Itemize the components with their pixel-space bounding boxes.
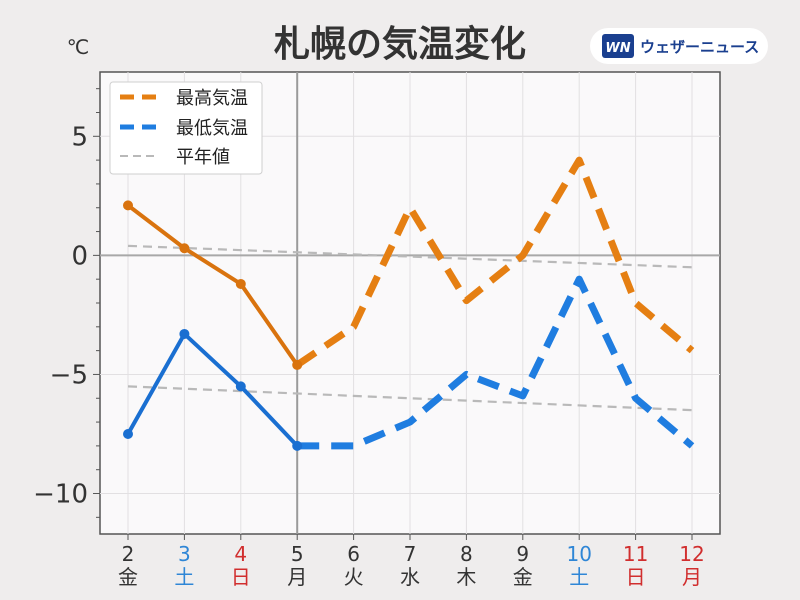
x-tick-day-label: 12 bbox=[679, 542, 704, 566]
series-low-point bbox=[123, 428, 133, 439]
series-low-forecast-line bbox=[297, 275, 695, 450]
x-tick-weekday-label: 火 bbox=[344, 565, 364, 589]
x-tick-weekday-label: 木 bbox=[456, 565, 476, 589]
chart-title: 札幌の気温変化 bbox=[274, 23, 526, 65]
y-axis-ticks: 5 0 −5 −10 bbox=[33, 88, 100, 518]
y-tick-label: −5 bbox=[50, 360, 88, 390]
series-high-point bbox=[123, 200, 133, 211]
series-high-forecast-line bbox=[295, 156, 695, 368]
x-tick-weekday-label: 月 bbox=[287, 565, 307, 589]
x-tick-day-label: 7 bbox=[404, 542, 417, 566]
y-tick-label: 5 bbox=[71, 122, 88, 152]
x-tick-day-label: 5 bbox=[291, 542, 304, 566]
y-axis-unit: ℃ bbox=[67, 35, 89, 59]
series-low-point bbox=[292, 440, 303, 451]
x-tick-weekday-label: 金 bbox=[513, 565, 533, 589]
series-low-point bbox=[235, 381, 246, 392]
normal-high-line bbox=[127, 244, 693, 269]
series-high-point bbox=[179, 243, 190, 254]
x-tick-weekday-label: 土 bbox=[174, 565, 194, 589]
y-tick-label: 0 bbox=[71, 241, 88, 271]
x-tick-day-label: 2 bbox=[122, 542, 135, 566]
x-tick-weekday-label: 土 bbox=[569, 565, 589, 589]
x-tick-day-label: 8 bbox=[460, 542, 473, 566]
x-tick-day-label: 9 bbox=[516, 542, 529, 566]
legend-label-normal: 平年値 bbox=[176, 147, 230, 168]
x-tick-day-label: 3 bbox=[178, 542, 191, 566]
series-high-point bbox=[235, 278, 246, 289]
series-high-point bbox=[292, 359, 303, 370]
normal-low-line bbox=[127, 385, 693, 412]
y-tick-label: −10 bbox=[33, 480, 88, 510]
x-tick-day-label: 10 bbox=[566, 542, 591, 566]
series bbox=[123, 156, 695, 451]
legend-label-low: 最低気温 bbox=[176, 118, 248, 139]
x-tick-day-label: 6 bbox=[347, 542, 360, 566]
x-tick-day-label: 4 bbox=[234, 542, 247, 566]
logo-text: ウェザーニュース bbox=[640, 38, 759, 56]
legend-label-high: 最高気温 bbox=[176, 88, 248, 109]
x-tick-weekday-label: 水 bbox=[400, 565, 420, 589]
weathernews-logo: WN ウェザーニュース bbox=[590, 28, 768, 64]
x-tick-weekday-label: 金 bbox=[118, 565, 138, 589]
x-tick-weekday-label: 日 bbox=[626, 565, 646, 589]
normal-lines bbox=[127, 244, 693, 412]
series-high-observed-line bbox=[126, 203, 299, 367]
x-tick-day-label: 11 bbox=[623, 542, 648, 566]
legend: 最高気温 最低気温 平年値 bbox=[109, 81, 263, 175]
series-low-observed-line bbox=[126, 331, 299, 448]
logo-mark: WN bbox=[605, 41, 630, 56]
series-low-point bbox=[179, 328, 190, 339]
x-tick-weekday-label: 日 bbox=[231, 565, 251, 589]
x-tick-weekday-label: 月 bbox=[682, 565, 702, 589]
